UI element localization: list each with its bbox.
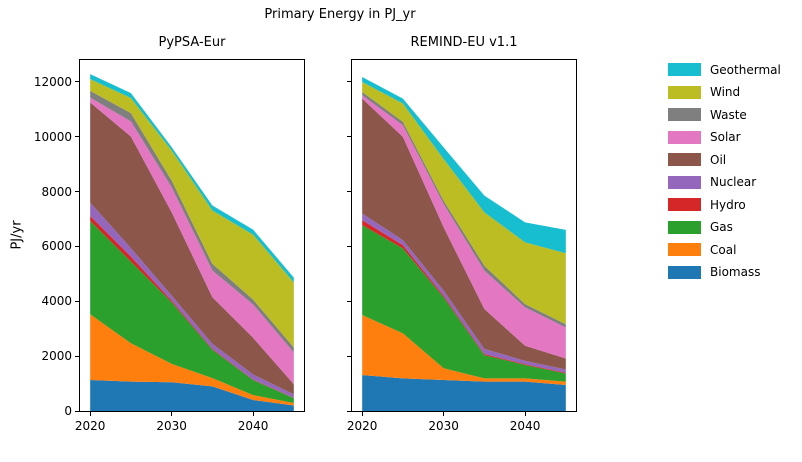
x-tick-mark <box>252 412 254 416</box>
y-tick-label: 6000 <box>41 239 72 254</box>
y-tick-label: 12000 <box>33 74 72 89</box>
y-tick-mark <box>75 81 79 83</box>
legend-swatch-coal <box>668 243 701 256</box>
legend-label: Nuclear <box>710 175 757 189</box>
area-oil <box>90 102 294 395</box>
y-tick-label: 10000 <box>33 129 72 144</box>
x-tick-mark <box>89 412 91 416</box>
chart-title: Primary Energy in PJ_yr <box>264 7 416 22</box>
area-solar <box>362 95 566 359</box>
legend-label: Oil <box>710 152 727 167</box>
y-axis-label: PJ/yr <box>9 220 25 250</box>
x-tick-label: 2020 <box>346 419 378 433</box>
legend-label: Hydro <box>710 197 746 212</box>
x-tick-mark <box>171 412 173 416</box>
area-biomass <box>362 375 566 411</box>
area-hydro <box>362 220 566 374</box>
x-tick-label: 2030 <box>156 419 187 433</box>
y-tick-label: 0 <box>64 404 72 418</box>
x-tick-label: 2040 <box>237 419 269 433</box>
legend-label: Waste <box>710 107 747 122</box>
legend-label: Solar <box>710 130 741 144</box>
x-tick-label: 2020 <box>74 419 106 433</box>
area-wind <box>362 81 566 325</box>
area-nuclear <box>362 213 566 373</box>
area-biomass <box>90 380 294 411</box>
legend-item-solar: Solar <box>668 129 781 146</box>
area-gas <box>362 225 566 382</box>
subplot-title-pypsa: PyPSA-Eur <box>158 35 226 50</box>
x-tick-mark <box>361 412 363 416</box>
y-tick-mark <box>347 355 351 357</box>
y-tick-mark <box>347 136 351 138</box>
legend-item-wind: Wind <box>668 84 781 101</box>
legend-swatch-biomass <box>668 265 701 279</box>
legend-label: Coal <box>710 242 737 257</box>
plot-area-remind <box>351 59 577 412</box>
plot-area-pypsa <box>79 59 305 412</box>
legend-swatch-nuclear <box>668 175 701 189</box>
area-gas <box>90 221 294 404</box>
area-waste <box>90 90 294 353</box>
y-tick-mark <box>347 245 351 247</box>
legend-label: Wind <box>710 85 741 99</box>
legend-label: Geothermal <box>710 62 781 77</box>
area-coal <box>362 315 566 385</box>
y-tick-label: 4000 <box>41 294 72 309</box>
area-coal <box>90 314 294 406</box>
legend-swatch-waste <box>668 108 701 121</box>
x-tick-label: 2030 <box>428 419 459 433</box>
legend-item-coal: Coal <box>668 241 781 258</box>
legend-swatch-wind <box>668 85 701 99</box>
stacked-area-remind <box>362 77 566 411</box>
legend-swatch-solar <box>668 130 701 144</box>
legend-item-waste: Waste <box>668 106 781 123</box>
area-oil <box>362 98 566 370</box>
legend-item-nuclear: Nuclear <box>668 174 781 191</box>
area-solar <box>90 97 294 385</box>
legend-item-oil: Oil <box>668 151 781 168</box>
y-tick-label: 2000 <box>41 349 72 364</box>
x-tick-label: 2040 <box>509 419 541 433</box>
y-tick-mark <box>347 191 351 193</box>
legend-item-gas: Gas <box>668 219 781 236</box>
area-geothermal <box>90 74 294 283</box>
legend-item-geothermal: Geothermal <box>668 61 781 78</box>
subplot-title-remind: REMIND-EU v1.1 <box>410 35 518 50</box>
legend-swatch-hydro <box>668 198 701 211</box>
legend-item-biomass: Biomass <box>668 264 781 281</box>
legend-swatch-geothermal <box>668 63 701 76</box>
y-tick-mark <box>347 410 351 412</box>
legend-label: Biomass <box>710 265 761 279</box>
x-tick-mark <box>443 412 445 416</box>
y-tick-mark <box>75 410 79 412</box>
stacked-area-pypsa <box>90 74 294 411</box>
legend: Geothermal Wind Waste Solar Oil Nuclear Hydro G… <box>668 61 781 286</box>
area-wind <box>90 79 294 348</box>
y-tick-mark <box>75 300 79 302</box>
legend-swatch-oil <box>668 153 701 166</box>
legend-label: Gas <box>710 220 733 234</box>
y-tick-mark <box>75 355 79 357</box>
y-tick-mark <box>347 300 351 302</box>
x-tick-mark <box>524 412 526 416</box>
y-tick-label: 8000 <box>41 184 72 199</box>
y-tick-mark <box>75 136 79 138</box>
y-tick-mark <box>347 81 351 83</box>
legend-swatch-gas <box>668 220 701 234</box>
area-geothermal <box>362 77 566 254</box>
y-tick-mark <box>75 245 79 247</box>
y-tick-mark <box>75 191 79 193</box>
legend-item-hydro: Hydro <box>668 196 781 213</box>
